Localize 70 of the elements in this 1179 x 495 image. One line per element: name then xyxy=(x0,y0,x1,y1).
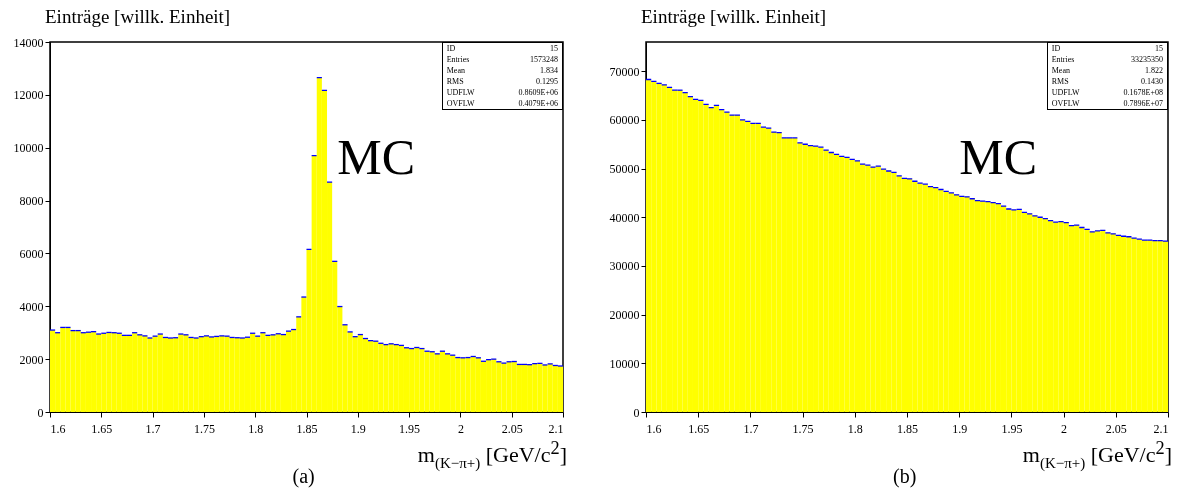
y-axis-title: Einträge [willk. Einheit] xyxy=(45,6,231,28)
x-tick-label: 2.1 xyxy=(1153,421,1169,436)
annotation: 33235350 xyxy=(1130,54,1164,65)
text: (a) xyxy=(292,465,315,488)
x-tick-label: 2.05 xyxy=(1105,421,1127,436)
annotation: 1573248 xyxy=(529,54,559,65)
annotation: 1.834 xyxy=(539,65,559,76)
annotation: 15 xyxy=(549,43,559,54)
x-tick-label: 1.85 xyxy=(296,421,318,436)
y-axis-title: Einträge [willk. Einheit] xyxy=(641,6,827,28)
y-tick-label: 70000 xyxy=(609,64,640,79)
x-tick-label: 1.75 xyxy=(193,421,215,436)
x-tick-label: 1.95 xyxy=(1001,421,1023,436)
x-tick-label: 1.65 xyxy=(91,421,113,436)
annotation: Mean xyxy=(445,65,466,76)
x-tick-label: 1.65 xyxy=(688,421,710,436)
x-tick-label: 1.75 xyxy=(792,421,814,436)
y-tick-label: 14000 xyxy=(13,35,44,50)
annotation: 15 xyxy=(1154,43,1164,54)
annotation: MC xyxy=(959,128,1037,186)
annotation: 0.1678E+08 xyxy=(1122,87,1164,98)
y-tick-label: 10000 xyxy=(13,141,44,156)
x-tick-label: 1.6 xyxy=(646,421,662,436)
annotation: RMS xyxy=(445,76,465,87)
annotation: ID xyxy=(445,43,457,54)
annotation: 0.1295 xyxy=(535,76,559,87)
x-tick-label: 1.8 xyxy=(847,421,863,436)
x-tick-label: 2.05 xyxy=(501,421,523,436)
annotation: OVFLW xyxy=(445,98,476,110)
y-tick-label: 0 xyxy=(37,405,44,420)
x-tick-label: 1.7 xyxy=(743,421,759,436)
y-tick-label: 60000 xyxy=(609,113,640,128)
y-tick-label: 50000 xyxy=(609,162,640,177)
annotation: Entries xyxy=(445,54,471,65)
y-tick-label: 12000 xyxy=(13,88,44,103)
x-tick-label: 1.85 xyxy=(897,421,918,436)
annotation: UDFLW xyxy=(445,87,476,98)
x-tick-label: 1.8 xyxy=(248,421,264,436)
x-tick-label: 2 xyxy=(457,421,464,436)
y-tick-label: 20000 xyxy=(609,308,640,323)
x-tick-label: 2 xyxy=(1061,421,1068,436)
x-axis-title: m$_{(K−π+)}$ [GeV/c$^{2}$] xyxy=(417,438,567,472)
y-tick-label: 2000 xyxy=(19,352,44,367)
y-tick-label: 6000 xyxy=(19,246,44,261)
annotation: 0.7896E+07 xyxy=(1122,98,1164,110)
annotation: 0.8609E+06 xyxy=(517,87,559,98)
x-tick-label: 1.7 xyxy=(145,421,161,436)
annotation: ID xyxy=(1050,43,1062,54)
x-tick-label: 1.9 xyxy=(952,421,968,436)
annotation: MC xyxy=(337,128,416,186)
annotation: Mean xyxy=(1050,65,1071,76)
x-tick-label: 2.1 xyxy=(548,421,564,436)
y-tick-label: 40000 xyxy=(609,210,640,225)
x-tick-label: 1.95 xyxy=(399,421,421,436)
annotation: 0.4079E+06 xyxy=(517,98,559,110)
y-tick-label: 0 xyxy=(633,405,640,420)
annotation: OVFLW xyxy=(1050,98,1081,110)
y-tick-label: 4000 xyxy=(19,299,44,314)
x-axis-title: m$_{(K−π+)}$ [GeV/c$^{2}$] xyxy=(1022,438,1172,472)
x-tick-label: 1.9 xyxy=(350,421,366,436)
y-tick-label: 30000 xyxy=(609,259,640,274)
annotation: UDFLW xyxy=(1050,87,1081,98)
annotation: 1.822 xyxy=(1144,65,1164,76)
y-tick-label: 8000 xyxy=(19,194,44,209)
y-tick-label: 10000 xyxy=(609,356,640,371)
annotation: Entries xyxy=(1050,54,1076,65)
annotation: 0.1430 xyxy=(1140,76,1164,87)
text: (b) xyxy=(893,465,917,488)
x-tick-label: 1.6 xyxy=(50,421,66,436)
annotation: RMS xyxy=(1050,76,1070,87)
